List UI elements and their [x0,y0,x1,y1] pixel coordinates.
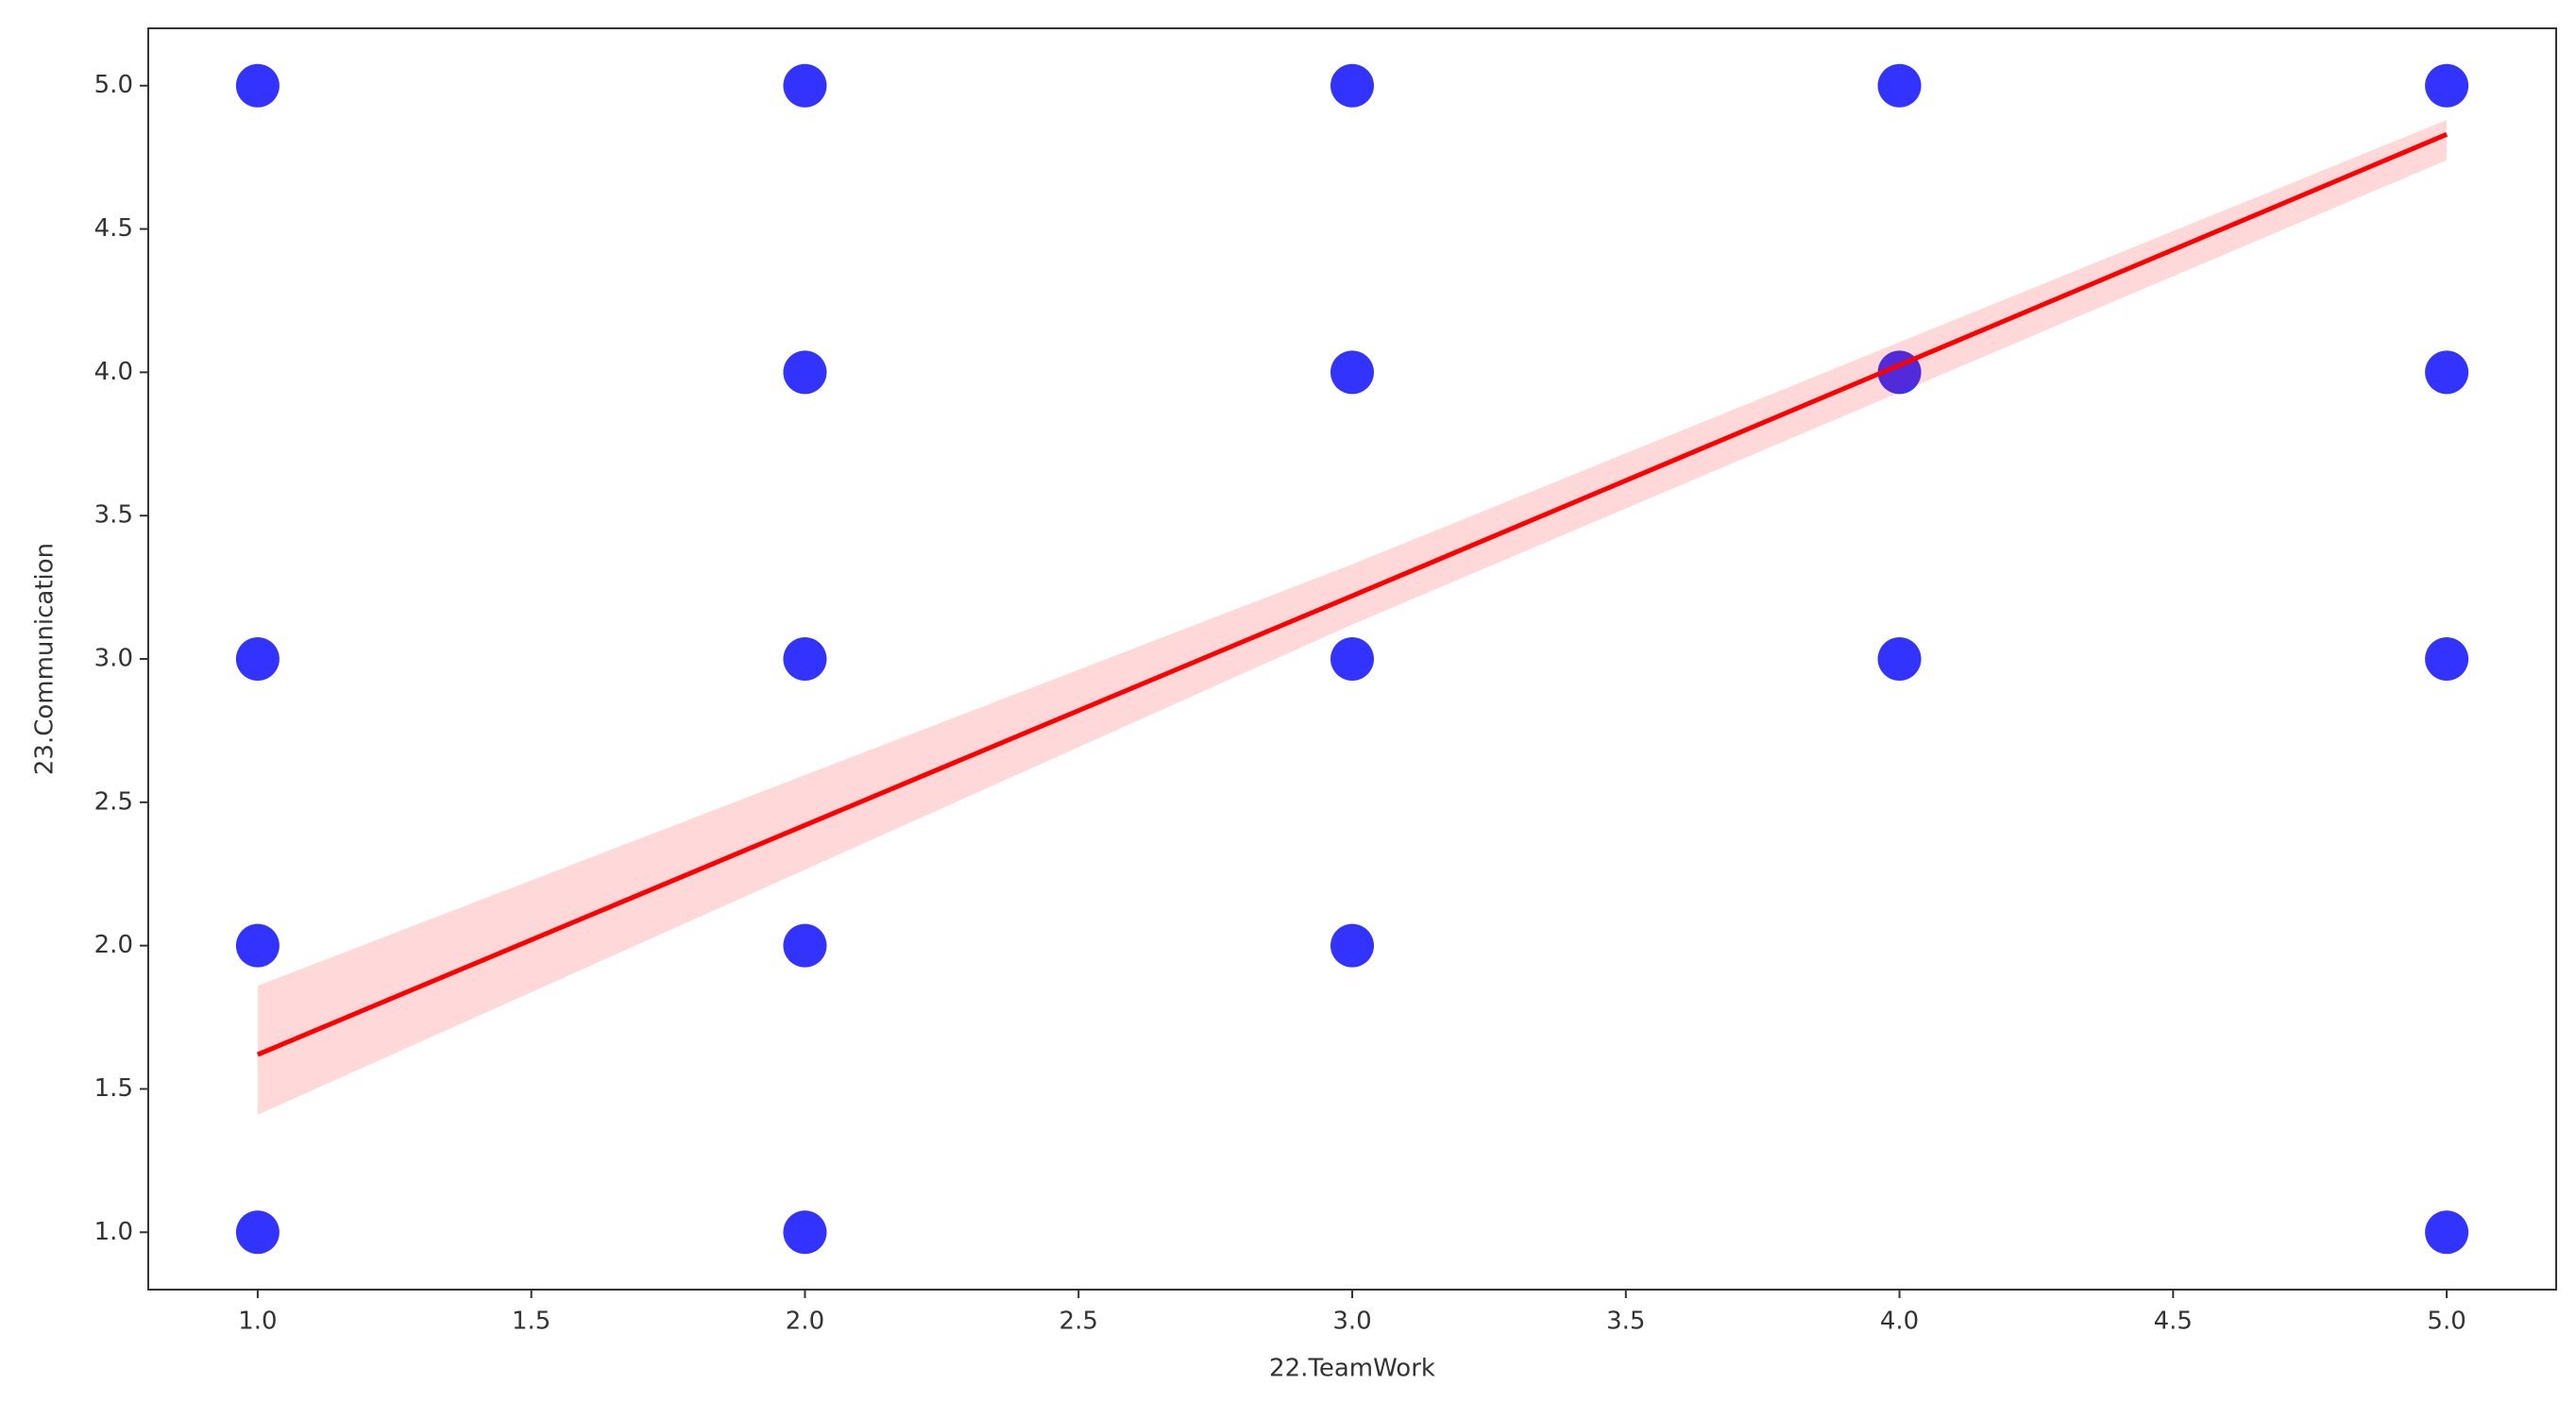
point [2425,350,2469,395]
y-tick-label: 1.0 [94,1218,133,1246]
x-tick-label: 2.5 [1059,1308,1098,1336]
point [783,350,827,395]
x-tick-label: 4.0 [1880,1308,1919,1336]
y-tick-label: 4.0 [94,358,133,386]
x-tick-label: 3.5 [1606,1308,1645,1336]
point [235,637,280,681]
point [235,923,280,968]
x-tick-label: 2.0 [786,1308,824,1336]
y-tick-label: 2.5 [94,787,133,816]
plot-frame [147,27,2557,1291]
point [2425,63,2469,108]
x-tick-label: 4.5 [2154,1308,2193,1336]
point [1330,63,1374,108]
x-tick-label: 5.0 [2427,1308,2466,1336]
confidence-band [257,120,2448,1115]
x-tick-label: 1.5 [512,1308,551,1336]
y-tick-label: 5.0 [94,71,133,99]
point [783,63,827,108]
point [783,1210,827,1255]
point [1877,637,1922,681]
point [1330,923,1374,968]
point [1330,350,1374,395]
regression-line [256,132,2449,1057]
point [783,923,827,968]
y-tick-label: 3.5 [94,501,133,530]
y-tick-label: 1.5 [94,1074,133,1103]
point [2425,637,2469,681]
point [1877,63,1922,108]
y-tick-label: 4.5 [94,214,133,243]
y-axis-label: 23.Communication [31,543,59,775]
y-tick-label: 3.0 [94,645,133,673]
point [235,1210,280,1255]
x-tick-label: 1.0 [238,1308,277,1336]
x-tick-label: 3.0 [1332,1308,1371,1336]
x-axis-label: 22.TeamWork [1269,1355,1435,1383]
point [2425,1210,2469,1255]
point [1330,637,1374,681]
y-tick-label: 2.0 [94,931,133,959]
point [783,637,827,681]
point [235,63,280,108]
